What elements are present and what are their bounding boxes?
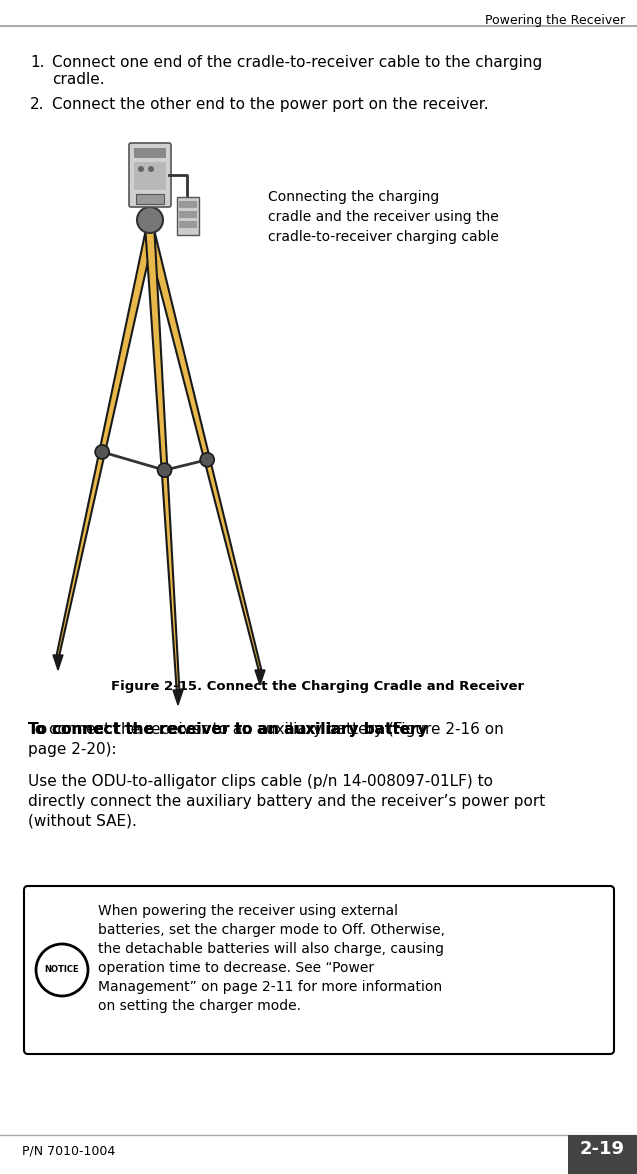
Text: P/N 7010-1004: P/N 7010-1004 [22,1145,115,1158]
Text: To connect the receiver to an auxiliary battery (Figure 2-16 on: To connect the receiver to an auxiliary … [28,722,504,737]
Text: Figure 2-15. Connect the Charging Cradle and Receiver: Figure 2-15. Connect the Charging Cradle… [111,680,524,693]
Text: To connect the receiver to an auxiliary battery: To connect the receiver to an auxiliary … [28,722,427,737]
Circle shape [200,453,214,467]
Text: To connect the receiver to an auxiliary battery: To connect the receiver to an auxiliary … [28,722,427,737]
Circle shape [148,166,154,173]
Circle shape [138,166,144,173]
Polygon shape [146,231,261,670]
Text: When powering the receiver using external
batteries, set the charger mode to Off: When powering the receiver using externa… [98,904,445,1013]
Text: Powering the Receiver: Powering the Receiver [485,14,625,27]
Bar [134,148,166,158]
FancyBboxPatch shape [24,886,614,1054]
Text: Connect one end of the cradle-to-receiver cable to the charging
cradle.: Connect one end of the cradle-to-receive… [52,55,542,87]
Text: 2.: 2. [30,97,45,112]
Polygon shape [255,670,265,684]
Text: NOTICE: NOTICE [45,965,80,974]
Bar [179,211,197,218]
Text: 2-19: 2-19 [580,1140,625,1158]
Text: Connecting the charging
cradle and the receiver using the
cradle-to-receiver cha: Connecting the charging cradle and the r… [268,190,499,244]
Circle shape [137,207,163,232]
Bar [568,1135,637,1174]
Polygon shape [53,655,63,670]
Bar [177,197,199,235]
Bar [134,162,166,190]
Bar [179,201,197,208]
Circle shape [95,445,109,459]
Polygon shape [173,690,183,706]
FancyBboxPatch shape [129,143,171,207]
Text: 1.: 1. [30,55,45,70]
Polygon shape [57,231,154,655]
Text: page 2-20):: page 2-20): [28,742,117,757]
Bar [179,221,197,228]
Text: Use the ODU-to-alligator clips cable (p/n 14-008097-01LF) to
directly connect th: Use the ODU-to-alligator clips cable (p/… [28,774,545,829]
Circle shape [36,944,88,996]
Polygon shape [145,231,180,690]
Circle shape [157,464,171,477]
Bar [136,194,164,204]
Text: Connect the other end to the power port on the receiver.: Connect the other end to the power port … [52,97,489,112]
